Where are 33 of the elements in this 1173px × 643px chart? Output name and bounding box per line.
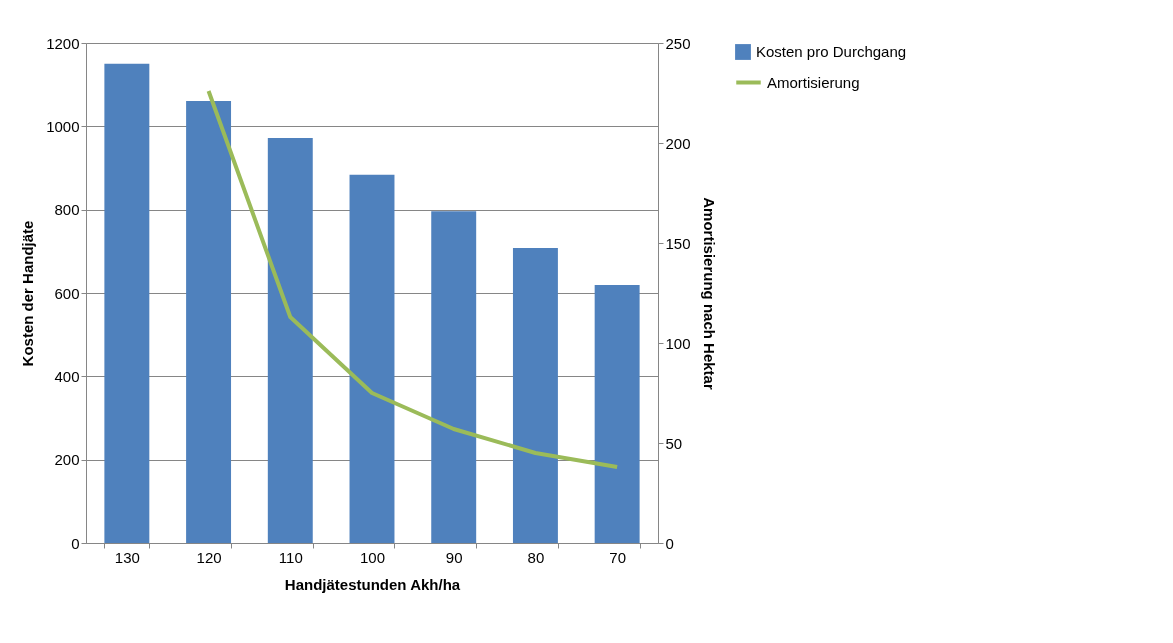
legend-label: Kosten pro Durchgang <box>756 43 907 60</box>
bar <box>431 211 477 543</box>
y-tick-label: 200 <box>54 451 80 469</box>
bar <box>267 138 313 543</box>
line-series <box>206 89 620 469</box>
y2-tick-label: 0 <box>665 534 674 552</box>
x-tick-label: 90 <box>445 548 463 566</box>
legend-label: Amortisierung <box>767 73 860 91</box>
y2-tick-label: 250 <box>665 34 691 52</box>
x-tick-label: 70 <box>609 548 626 566</box>
x-tick-label: 120 <box>196 548 222 566</box>
bar <box>186 100 232 543</box>
x-tick-label: 110 <box>278 548 303 566</box>
x-axis-title: Handjätestunden Akh/ha <box>284 575 461 593</box>
x-tick-label: 80 <box>527 548 545 566</box>
bar <box>104 63 150 543</box>
y-tick-label: 1200 <box>46 34 80 52</box>
x-tick-label: 100 <box>359 548 386 566</box>
y2-tick-label: 100 <box>665 334 691 352</box>
y-tick-label: 1000 <box>46 117 80 135</box>
y-tick-label: 400 <box>54 367 80 385</box>
y2-tick-label: 150 <box>665 234 691 252</box>
bar <box>594 285 640 543</box>
bar <box>349 174 395 543</box>
y-tick-label: 800 <box>54 201 80 219</box>
y2-tick-label: 200 <box>665 134 691 152</box>
y2-tick-label: 50 <box>665 434 683 452</box>
y-tick-label: 0 <box>71 534 80 552</box>
x-tick-label: 130 <box>114 548 140 566</box>
y2-axis-title: Amortisierung nach Hektar <box>700 197 718 390</box>
y-tick-label: 600 <box>54 284 80 302</box>
bar <box>512 248 558 543</box>
y-axis-title: Kosten der Handjäte <box>19 220 37 367</box>
